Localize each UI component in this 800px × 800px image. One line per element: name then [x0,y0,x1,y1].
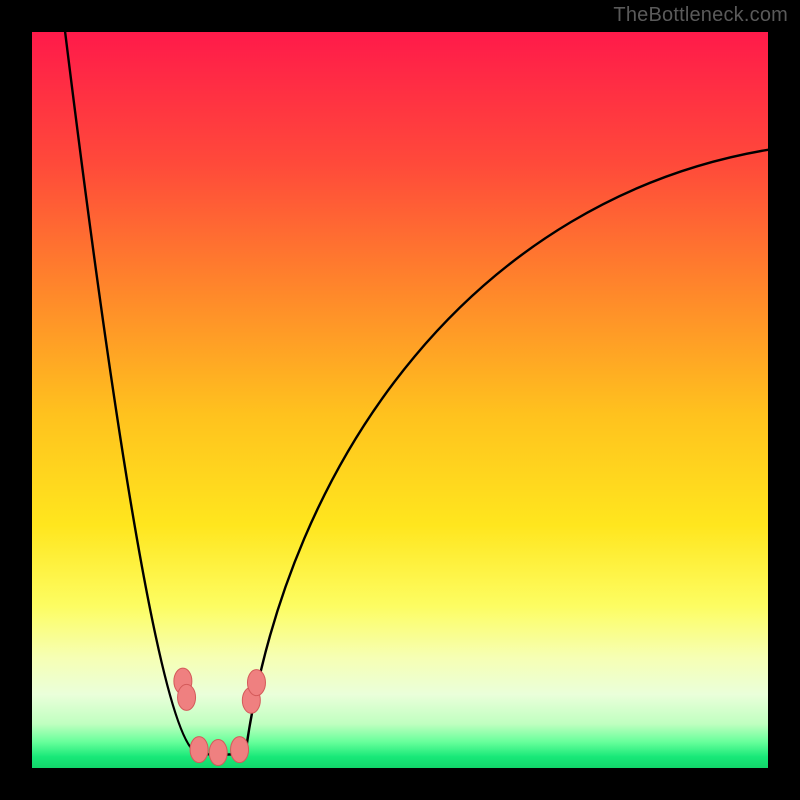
data-marker [231,737,249,763]
data-marker [209,740,227,766]
plot-area [32,32,768,768]
chart-background [32,32,768,768]
bottleneck-chart [32,32,768,768]
data-marker [178,684,196,710]
data-marker [190,737,208,763]
outer-frame: TheBottleneck.com [0,0,800,800]
data-marker [247,670,265,696]
watermark-text: TheBottleneck.com [613,4,788,27]
